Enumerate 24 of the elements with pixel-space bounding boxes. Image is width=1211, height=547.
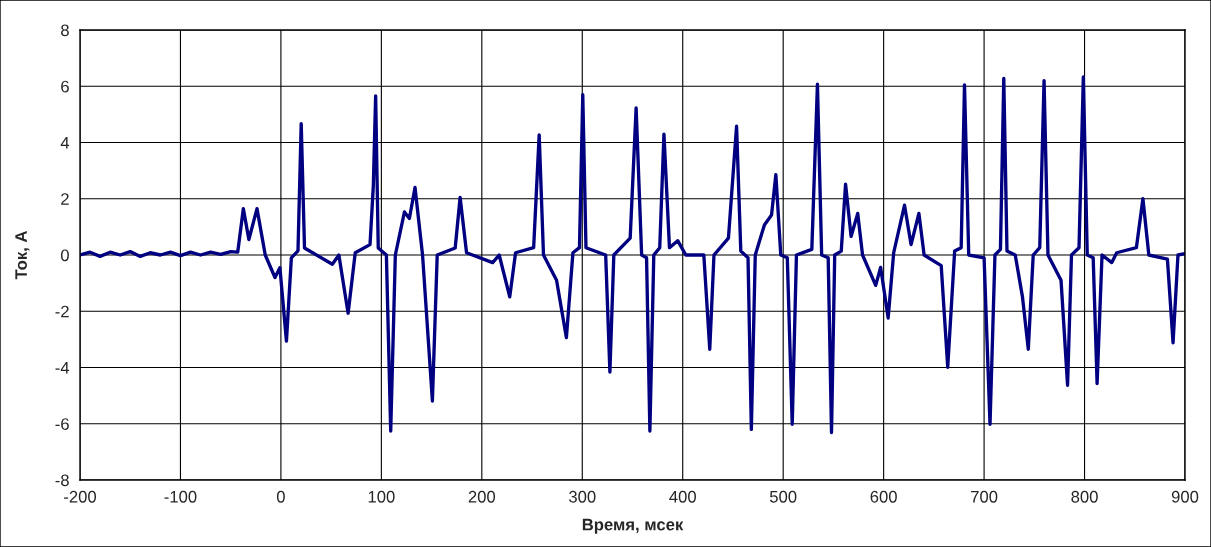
y-tick-label: 0 (60, 249, 69, 262)
x-tick-label: 300 (569, 490, 596, 503)
y-tick-label: 8 (61, 24, 69, 37)
x-tick-label: 200 (468, 490, 496, 503)
y-tick-label: 6 (61, 80, 69, 93)
y-tick-label: -4 (55, 362, 70, 374)
y-axis-title: Ток, А (15, 230, 30, 280)
y-tick-label: -8 (55, 474, 69, 487)
x-tick-label: -100 (164, 490, 197, 503)
x-tick-label: 800 (1071, 490, 1098, 503)
x-tick-label: 900 (1171, 490, 1199, 503)
x-tick-label: 600 (870, 490, 897, 503)
x-tick-label: -200 (64, 490, 97, 503)
x-axis-title: Время, мсек (582, 518, 684, 534)
line-series (80, 75, 1185, 435)
x-tick-label: 100 (368, 490, 395, 503)
y-tick-label: 4 (60, 137, 70, 149)
x-tick-label: 0 (276, 490, 285, 503)
y-tick-label: -2 (55, 305, 69, 318)
x-tick-label: 400 (669, 490, 696, 503)
y-tick-label: -6 (55, 418, 69, 430)
x-tick-label: 700 (971, 490, 998, 503)
x-tick-label: 500 (769, 490, 797, 503)
y-tick-label: 2 (61, 193, 69, 205)
